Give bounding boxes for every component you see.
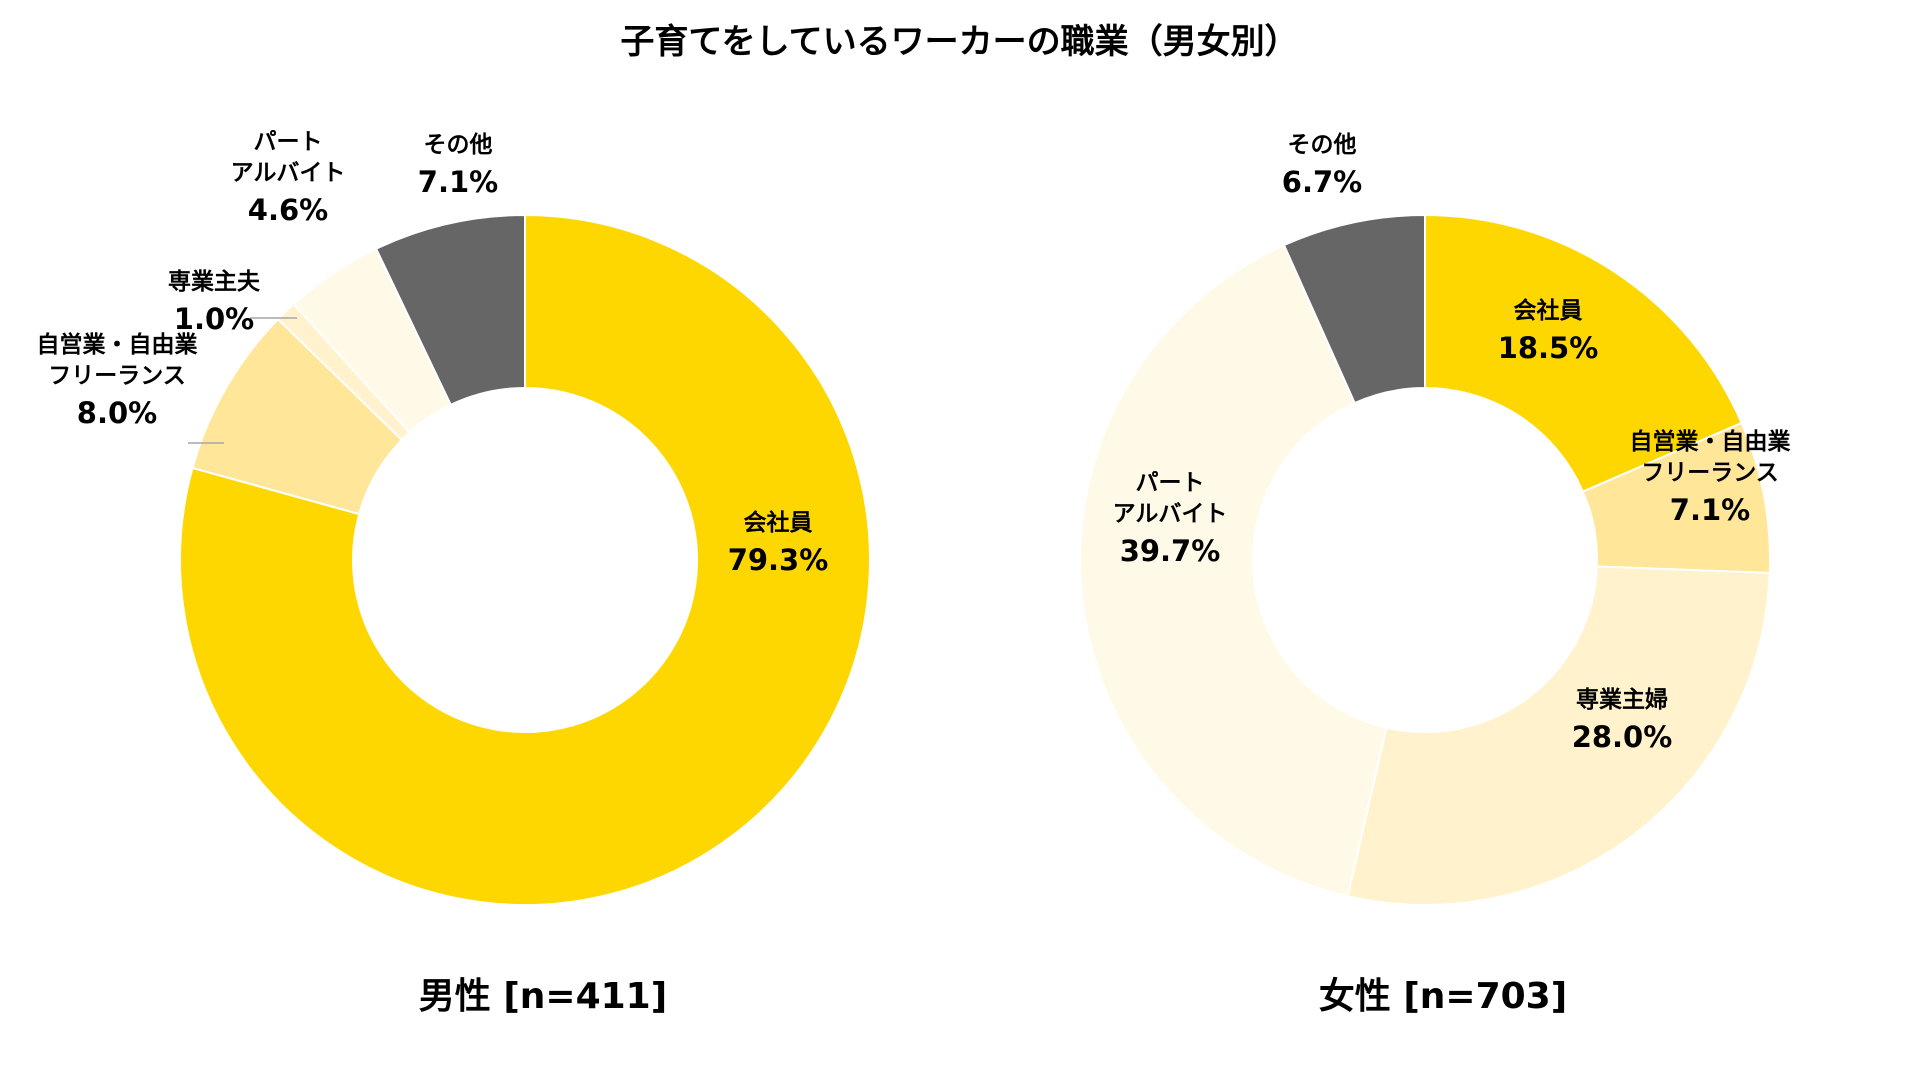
slice-label: アルバイト — [1113, 501, 1228, 527]
slice-label: アルバイト — [231, 160, 346, 186]
chart-title: 子育てをしているワーカーの職業（男女別） — [620, 22, 1299, 62]
slice-value-label: 1.0% — [174, 302, 254, 336]
slice-label: パート — [254, 129, 323, 155]
slice-label: 会社員 — [1514, 297, 1583, 324]
slice-value-label: 39.7% — [1120, 534, 1221, 568]
donut-slice — [1424, 213, 1743, 494]
slice-value-label: 7.1% — [1670, 493, 1750, 527]
slice-value-label: 18.5% — [1498, 331, 1599, 365]
slice-label: その他 — [424, 132, 493, 158]
donut-slice — [1282, 213, 1426, 405]
slice-label: フリーランス — [48, 363, 186, 389]
slice-label: パート — [1136, 470, 1205, 496]
slice-value-label: 79.3% — [728, 543, 829, 577]
donut-slice — [374, 213, 526, 407]
slice-label: 専業主婦 — [1576, 686, 1668, 713]
slice-label: 自営業・自由業 — [37, 331, 199, 358]
chart-subtitle: 女性 [n=703] — [1319, 976, 1567, 1017]
slice-value-label: 28.0% — [1572, 720, 1673, 754]
slice-value-label: 7.1% — [418, 165, 498, 199]
donut-slice — [1079, 243, 1388, 898]
slice-value-label: 4.6% — [248, 193, 328, 227]
slice-label: その他 — [1288, 132, 1357, 158]
slice-label: 自営業・自由業 — [1630, 428, 1792, 455]
slice-value-label: 6.7% — [1282, 165, 1362, 199]
slice-label: 会社員 — [744, 509, 813, 536]
slice-label: 専業主夫 — [168, 268, 261, 295]
donut-slice — [1346, 565, 1771, 906]
chart-subtitle: 男性 [n=411] — [419, 976, 667, 1017]
donut-slice — [179, 213, 871, 906]
slice-value-label: 8.0% — [77, 396, 157, 430]
slice-label: フリーランス — [1641, 460, 1779, 486]
